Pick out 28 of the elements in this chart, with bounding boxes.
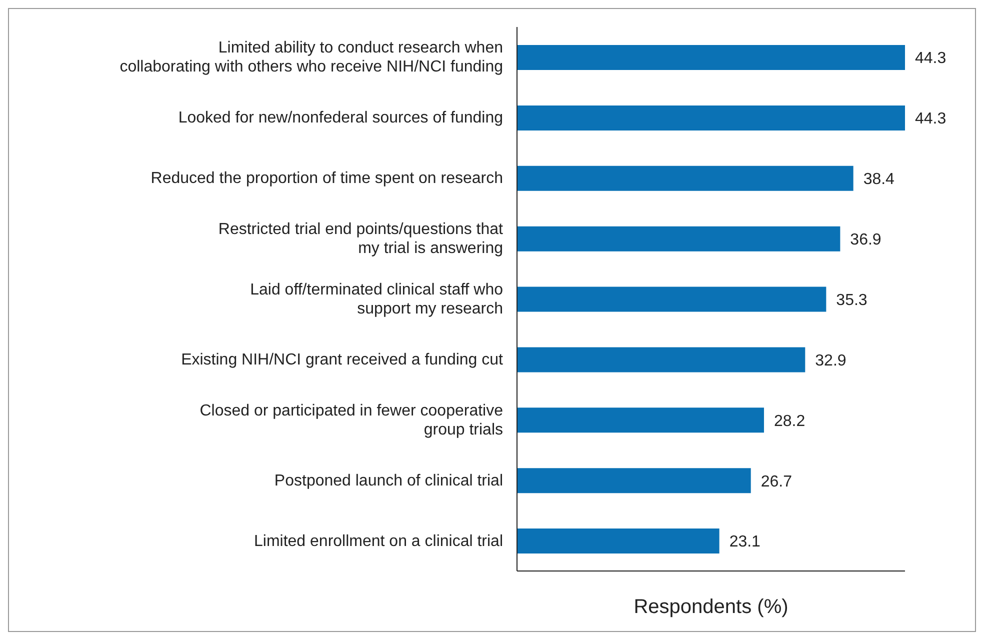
bar	[517, 45, 905, 70]
y-tick-label: Restricted trial end points/questions that my trial is answering	[218, 220, 504, 257]
data-label: 36.9	[850, 232, 882, 249]
bar	[517, 286, 826, 312]
data-label: 28.2	[774, 412, 806, 430]
y-tick-label: Looked for new/nonfederal sources of funding	[178, 109, 503, 126]
bar	[517, 166, 854, 191]
bar	[517, 468, 751, 494]
bar	[517, 528, 720, 554]
data-label: 26.7	[760, 473, 792, 490]
y-tick-label: Closed or participated in fewer cooperative group trials	[200, 402, 504, 438]
y-tick-label: Postponed launch of clinical trial	[274, 472, 503, 489]
data-label: 35.3	[836, 292, 868, 309]
bar	[517, 408, 764, 433]
x-axis-title: Respondents (%)	[634, 596, 788, 618]
data-label: 23.1	[729, 534, 761, 551]
bar	[517, 226, 840, 252]
data-label: 44.3	[915, 50, 946, 68]
data-label: 44.3	[915, 110, 946, 128]
y-tick-label: Laid off/terminated clinical staff who support my research	[250, 281, 504, 317]
bar	[517, 105, 905, 130]
data-label: 32.9	[815, 352, 846, 370]
y-tick-label: Limited ability to conduct research when collaborating with others who receive NIH/NCI funding	[120, 39, 503, 76]
y-tick-label: Limited enrollment on a clinical trial	[254, 532, 503, 550]
y-tick-label: Reduced the proportion of time spent on research	[150, 170, 503, 187]
y-tick-label: Existing NIH/NCI grant received a funding cut	[181, 350, 504, 368]
bar	[517, 347, 806, 372]
data-label: 38.4	[863, 171, 895, 188]
